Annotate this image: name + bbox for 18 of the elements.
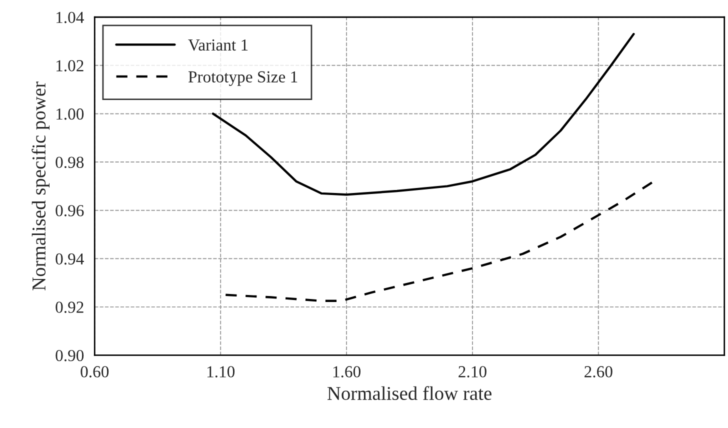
x-tick-label: 0.60	[80, 366, 109, 378]
legend-label: Prototype Size 1	[188, 71, 298, 86]
x-tick-label: 2.10	[458, 366, 486, 378]
x-tick-label: 1.10	[207, 366, 235, 378]
y-tick-label: 0.94	[56, 253, 84, 265]
x-tick-label: 1.60	[333, 366, 360, 378]
y-tick-label: 1.04	[56, 12, 84, 24]
legend-label: Variant 1	[188, 39, 248, 51]
y-tick-label: 1.00	[56, 108, 84, 120]
y-tick-label: 1.02	[56, 60, 84, 72]
x-axis-title: Normalised flow rate	[327, 386, 492, 400]
y-tick-label: 0.90	[56, 350, 84, 362]
y-axis-title: Normalised specific power	[32, 82, 50, 290]
line-series	[224, 180, 655, 302]
x-tick-label: 2.60	[584, 366, 612, 378]
y-tick-label: 0.92	[56, 302, 84, 313]
y-tick-label: 0.98	[56, 156, 84, 168]
y-tick-label: 0.96	[56, 205, 84, 216]
